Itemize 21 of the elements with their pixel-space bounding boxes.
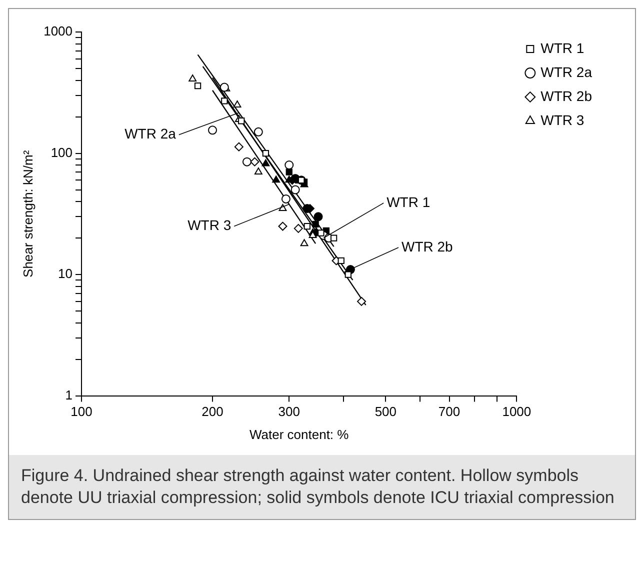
x-axis-title: Water content: % — [249, 426, 350, 442]
y-tick-label: 1 — [65, 387, 73, 402]
legend-label: WTR 1 — [540, 40, 584, 56]
annotation: WTR 2b — [402, 238, 454, 254]
y-tick-label: 100 — [50, 144, 73, 160]
y-tick-label: 1000 — [44, 24, 73, 39]
x-tick-label: 100 — [70, 404, 92, 420]
x-tick-label: 700 — [438, 404, 460, 420]
x-tick-label: 1000 — [502, 404, 532, 420]
y-axis-title: Shear strength: kN/m² — [20, 150, 36, 278]
legend-label: WTR 2b — [540, 88, 592, 104]
legend-label: WTR 2a — [540, 64, 592, 80]
annotation: WTR 2a — [124, 126, 176, 142]
x-tick-label: 300 — [278, 404, 300, 420]
x-tick-label: 500 — [374, 404, 397, 420]
legend-label: WTR 3 — [540, 112, 584, 128]
x-tick-label: 200 — [202, 404, 224, 420]
annotation: WTR 3 — [188, 217, 232, 234]
caption: Figure 4. Undrained shear strength against water content. Hollow symbols denote UU triaxial compression; solid symbols denote ICU triaxial compression — [9, 455, 635, 519]
y-tick-label: 10 — [58, 266, 73, 282]
annotation: WTR 1 — [386, 194, 430, 210]
